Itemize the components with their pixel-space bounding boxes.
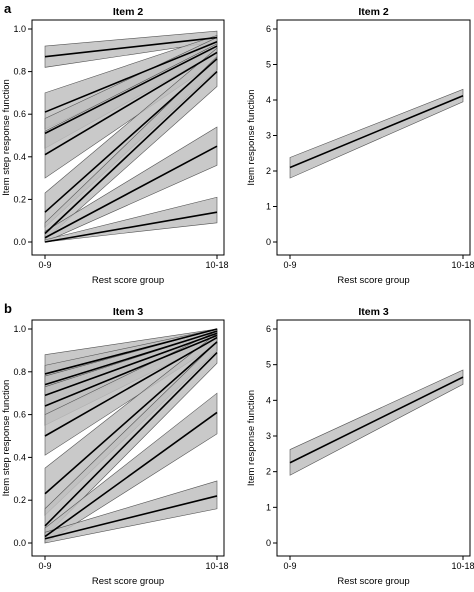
chart-title: Item 3: [358, 306, 389, 318]
chart-1: Item 2 0.0 0.2 0.4 0.6 0.8 1.0 0-9 10-18 Rest sco…: [1, 6, 229, 286]
panel-letter-b: b: [4, 301, 12, 316]
y-tick-label: 0: [266, 237, 271, 247]
x-axis-label: Rest score group: [92, 275, 164, 286]
x-tick-label: 0-9: [38, 260, 51, 270]
series-line-1: [44, 36, 218, 58]
series-line-6: [44, 71, 218, 235]
y-tick-label: 1: [266, 502, 271, 512]
series-line-3: [44, 332, 218, 397]
y-tick-label: 0.0: [13, 237, 26, 247]
y-tick-label: 1.0: [13, 324, 26, 334]
y-tick-label: 5: [266, 60, 271, 70]
x-tick-label: 0-9: [283, 260, 296, 270]
y-tick-label: 6: [266, 24, 271, 34]
y-tick-label: 5: [266, 360, 271, 370]
y-tick-label: 6: [266, 324, 271, 334]
chart-title: Item 3: [113, 306, 144, 318]
y-tick-label: 3: [266, 131, 271, 141]
y-tick-label: 2: [266, 166, 271, 176]
x-tick-label: 10-18: [205, 561, 228, 571]
panel-letter-a: a: [4, 1, 12, 16]
x-axis-label: Rest score group: [92, 576, 164, 587]
confidence-band-1: [289, 369, 464, 476]
chart-3: Item 3 0.0 0.2 0.4 0.6 0.8 1.0 0-9 10-18 Rest sco…: [1, 306, 229, 587]
series-line-9: [44, 495, 218, 540]
chart-2: Item 2 0 1 2 3 4 5 6 0-9 10-18 Rest score group Ite…: [246, 6, 474, 286]
y-tick-label: 0.8: [13, 367, 26, 377]
y-tick-label: 0.8: [13, 67, 26, 77]
series-line-7: [44, 351, 218, 527]
chart-title: Item 2: [113, 6, 144, 18]
series-line-4: [44, 51, 218, 156]
confidence-band-1: [289, 88, 464, 179]
y-tick-label: 2: [266, 467, 271, 477]
x-tick-label: 10-18: [451, 260, 474, 270]
y-tick-label: 1: [266, 202, 271, 212]
series-line-8: [44, 211, 218, 243]
y-axis-label: Item step response function: [1, 79, 12, 196]
series-line-1: [289, 95, 464, 169]
y-axis-label: Item response function: [246, 89, 257, 185]
chart-4: Item 3 0 1 2 3 4 5 6 0-9 10-18 Rest score group Ite…: [246, 306, 474, 587]
y-tick-label: 0.2: [13, 495, 26, 505]
y-axis-label: Item response function: [246, 390, 257, 486]
series-line-1: [44, 328, 218, 375]
x-axis-label: Rest score group: [337, 275, 409, 286]
plot-frame: [31, 19, 225, 256]
series-line-2: [44, 41, 218, 113]
x-tick-label: 10-18: [205, 260, 228, 270]
series-line-5: [44, 336, 218, 437]
series-line-4: [44, 334, 218, 407]
plot-frame: [276, 319, 471, 557]
chart-title: Item 2: [358, 6, 389, 18]
y-tick-label: 4: [266, 395, 271, 405]
y-axis-label: Item step response function: [1, 380, 12, 497]
series-line-8: [44, 411, 218, 538]
series-line-3: [44, 45, 218, 135]
y-tick-label: 0.0: [13, 538, 26, 548]
y-tick-label: 1.0: [13, 24, 26, 34]
y-tick-label: 0: [266, 538, 271, 548]
charts: Item 2 0.0 0.2 0.4 0.6 0.8 1.0 0-9 10-18 Rest sco…: [1, 6, 474, 587]
y-tick-label: 0.6: [13, 109, 26, 119]
y-tick-label: 3: [266, 431, 271, 441]
series-line-2: [44, 330, 218, 386]
series-line-7: [44, 145, 218, 239]
x-tick-label: 0-9: [283, 561, 296, 571]
x-tick-label: 10-18: [451, 561, 474, 571]
x-tick-label: 0-9: [38, 561, 51, 571]
plot-frame: [276, 19, 471, 256]
series-line-6: [44, 341, 218, 495]
y-tick-label: 0.4: [13, 452, 26, 462]
plot-frame: [31, 319, 225, 557]
series-line-5: [44, 58, 218, 213]
y-tick-label: 4: [266, 95, 271, 105]
x-axis-label: Rest score group: [337, 576, 409, 587]
confidence-band-7: [44, 126, 218, 243]
y-tick-label: 0.2: [13, 194, 26, 204]
y-tick-label: 0.4: [13, 152, 26, 162]
y-tick-label: 0.6: [13, 410, 26, 420]
series-line-1: [289, 376, 464, 464]
